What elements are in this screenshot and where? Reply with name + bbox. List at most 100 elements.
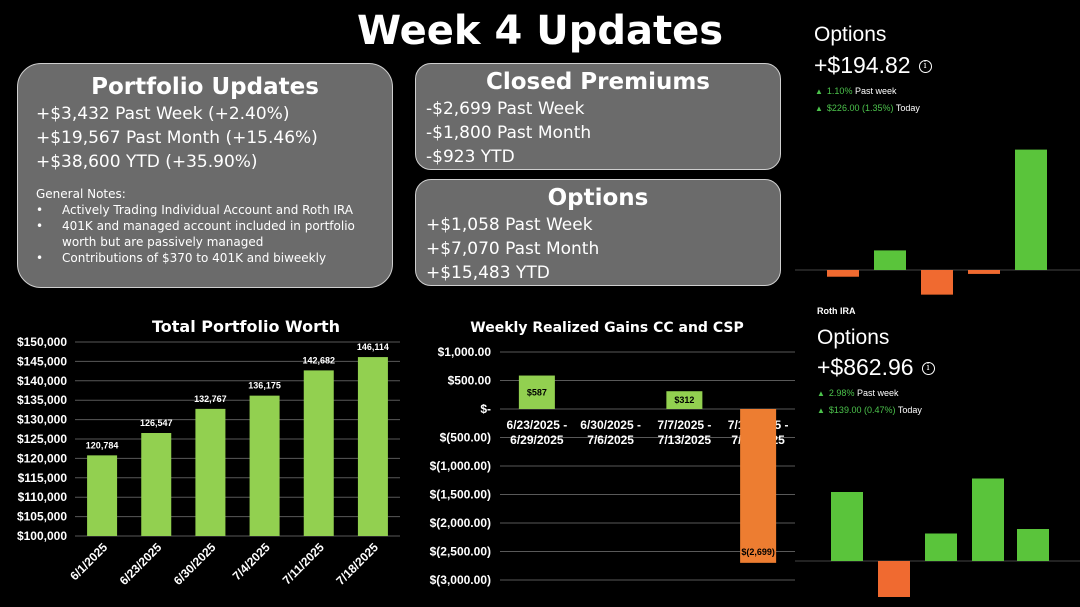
today-value: $226.00 (1.35%) xyxy=(826,103,894,113)
bar xyxy=(921,270,953,295)
bar xyxy=(1017,529,1049,561)
data-label: $312 xyxy=(674,395,694,405)
week-text: Past week xyxy=(854,86,897,96)
y-tick-label: $(2,000.00) xyxy=(430,516,491,530)
closed-premiums-panel: Closed Premiums -$2,699 Past Week -$1,80… xyxy=(415,63,781,170)
roth-today-stat: ▲ $139.00 (0.47%) Today xyxy=(817,405,922,415)
y-tick-label: $150,000 xyxy=(17,335,67,349)
x-tick-label: 6/1/2025 xyxy=(67,540,110,583)
y-tick-label: $(2,500.00) xyxy=(430,545,491,559)
options-card-week-stat: ▲ 1.10% Past week xyxy=(815,86,897,96)
chart-title: Total Portfolio Worth xyxy=(152,317,340,336)
notes-heading: General Notes: xyxy=(36,187,126,201)
general-notes: General Notes: Actively Trading Individu… xyxy=(36,186,374,266)
info-icon[interactable]: i xyxy=(918,60,932,74)
closed-month-line: -$1,800 Past Month xyxy=(426,123,592,143)
closed-premiums-title: Closed Premiums xyxy=(485,69,710,95)
weekly-realized-gains-chart: Weekly Realized Gains CC and CSP $1,000.0… xyxy=(430,320,795,587)
x-tick-label: 7/6/2025 xyxy=(587,433,634,447)
options-panel: Options +$1,058 Past Week +$7,070 Past M… xyxy=(415,179,781,286)
y-tick-label: $(1,500.00) xyxy=(430,488,491,502)
roth-ira-label: Roth IRA xyxy=(817,306,856,316)
data-label: 146,114 xyxy=(357,342,389,352)
bar xyxy=(874,250,906,270)
y-tick-label: $110,000 xyxy=(18,490,68,504)
portfolio-week-line: +$3,432 Past Week (+2.40%) xyxy=(36,104,290,124)
week-pct: 2.98% xyxy=(828,388,855,398)
y-tick-label: $500.00 xyxy=(448,374,492,388)
portfolio-updates-panel: Portfolio Updates +$3,432 Past Week (+2.… xyxy=(17,63,393,288)
bar xyxy=(141,432,172,536)
week-pct: 1.10% xyxy=(826,86,853,96)
data-label: $587 xyxy=(527,387,547,397)
options-week-line: +$1,058 Past Week xyxy=(426,215,593,235)
bar xyxy=(87,455,118,536)
week-text: Past week xyxy=(856,388,899,398)
bar xyxy=(195,408,226,536)
portfolio-updates-title: Portfolio Updates xyxy=(91,74,319,100)
bar xyxy=(827,270,859,277)
bar xyxy=(357,357,388,536)
x-tick-label: 6/30/2025 - xyxy=(580,418,641,432)
roth-options-amount: +$862.96 xyxy=(817,354,914,380)
closed-week-line: -$2,699 Past Week xyxy=(426,99,585,119)
note-item: Contributions of $370 to 401K and biweek… xyxy=(36,250,374,266)
y-tick-label: $(500.00) xyxy=(440,431,491,445)
y-tick-label: $120,000 xyxy=(17,451,67,465)
total-portfolio-worth-chart: Total Portfolio Worth $100,000 $105,000 $11… xyxy=(17,317,400,588)
x-tick-label: 6/29/2025 xyxy=(510,433,564,447)
roth-week-stat: ▲ 2.98% Past week xyxy=(817,388,899,398)
x-tick-label: 7/18/2025 xyxy=(333,540,381,588)
bar xyxy=(878,561,910,597)
options-card-value: +$194.82 i xyxy=(814,52,932,79)
y-tick-label: $1,000.00 xyxy=(438,345,492,359)
bar xyxy=(968,270,1000,274)
options-card-today-stat: ▲ $226.00 (1.35%) Today xyxy=(815,103,920,113)
note-item: Actively Trading Individual Account and … xyxy=(36,202,374,218)
up-arrow-icon: ▲ xyxy=(817,389,825,398)
y-tick-label: $- xyxy=(480,402,491,416)
options-card-label: Options xyxy=(814,23,887,46)
y-tick-label: $(1,000.00) xyxy=(430,459,491,473)
y-tick-label: $140,000 xyxy=(17,374,67,388)
x-tick-label: 6/23/2025 xyxy=(117,540,165,588)
portfolio-ytd-line: +$38,600 YTD (+35.90%) xyxy=(36,152,258,172)
info-icon[interactable]: i xyxy=(921,362,935,376)
data-label: 126,547 xyxy=(140,418,173,428)
up-arrow-icon: ▲ xyxy=(815,104,823,113)
today-value: $139.00 (0.47%) xyxy=(828,405,896,415)
bar xyxy=(925,533,957,561)
y-tick-label: $(3,000.00) xyxy=(430,573,491,587)
y-tick-label: $135,000 xyxy=(17,393,67,407)
options-month-line: +$7,070 Past Month xyxy=(426,239,600,259)
bar xyxy=(740,409,777,563)
note-item: 401K and managed account included in por… xyxy=(36,218,374,250)
data-label: 132,767 xyxy=(194,394,227,404)
options-card-amount: +$194.82 xyxy=(814,52,911,78)
roth-options-value: +$862.96 i xyxy=(817,354,935,381)
x-tick-label: 6/30/2025 xyxy=(171,540,219,588)
x-tick-label: 7/11/2025 xyxy=(280,540,327,587)
up-arrow-icon: ▲ xyxy=(815,87,823,96)
y-tick-label: $125,000 xyxy=(17,432,67,446)
today-text: Today xyxy=(897,405,922,415)
y-tick-label: $100,000 xyxy=(17,529,67,543)
chart-title: Weekly Realized Gains CC and CSP xyxy=(470,320,743,336)
up-arrow-icon: ▲ xyxy=(817,406,825,415)
data-label: $(2,699) xyxy=(741,547,775,557)
roth-options-label: Options xyxy=(817,326,890,349)
y-tick-label: $145,000 xyxy=(17,354,67,368)
x-tick-label: 7/4/2025 xyxy=(230,540,273,583)
x-tick-label: 6/23/2025 - xyxy=(507,418,568,432)
bar xyxy=(1015,149,1047,270)
y-tick-label: $115,000 xyxy=(18,471,68,485)
options-ytd-line: +$15,483 YTD xyxy=(426,263,550,283)
data-label: 142,682 xyxy=(302,355,335,365)
options-title: Options xyxy=(547,185,649,211)
bar xyxy=(831,492,863,561)
y-tick-label: $105,000 xyxy=(17,510,67,524)
bar xyxy=(518,375,555,409)
x-tick-label: 7/7/2025 - xyxy=(657,418,711,432)
portfolio-month-line: +$19,567 Past Month (+15.46%) xyxy=(36,128,318,148)
page-title: Week 4 Updates xyxy=(356,8,724,54)
